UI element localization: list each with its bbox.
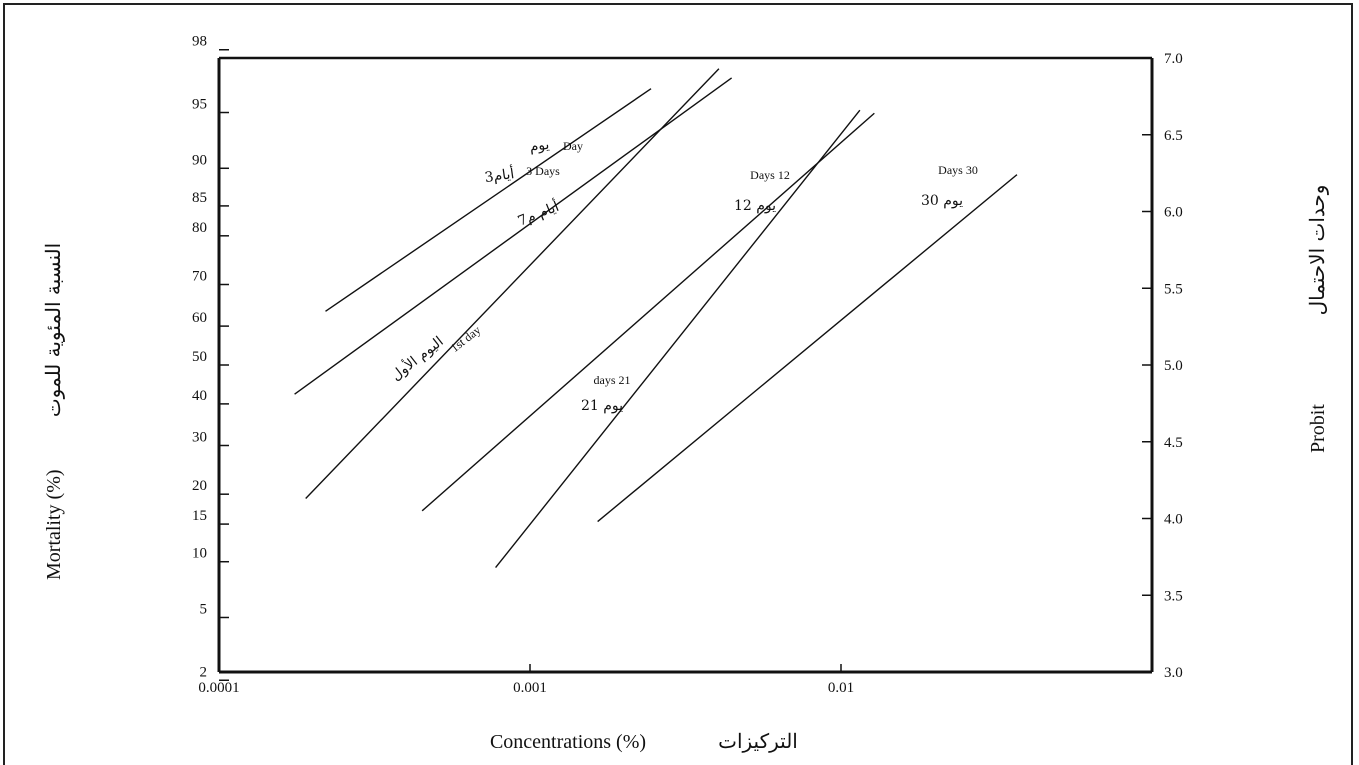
- series-label-en: Days 12: [750, 168, 790, 182]
- figure-frame: [3, 3, 1353, 765]
- y-right-tick-label: 7.0: [1164, 51, 1183, 67]
- y-right-tick-label: 5.0: [1164, 358, 1183, 374]
- x-axis-title-en: Concentrations (%): [490, 731, 646, 753]
- series-label-en: 1st day: [448, 323, 484, 355]
- series-line-0: [305, 68, 720, 500]
- y-left-tick-label: 2: [200, 664, 208, 680]
- series-label-ar: 30 يوم: [921, 193, 963, 209]
- y-left-tick-label: 80: [192, 220, 207, 236]
- y-right-tick-label: 5.5: [1164, 281, 1183, 297]
- y-left-tick-label: 10: [192, 546, 207, 562]
- y-left-tick-label: 40: [192, 388, 207, 404]
- y-right-tick-label: 4.5: [1164, 435, 1183, 451]
- y-right-tick-label: 3.5: [1164, 588, 1183, 604]
- x-tick-label: 0.0001: [198, 680, 239, 696]
- y-left-tick-label: 15: [192, 508, 207, 524]
- series-label-en: 3 Days: [526, 164, 560, 178]
- y-left-tick-label: 30: [192, 429, 207, 445]
- series-label-ar: يوم: [529, 137, 551, 156]
- y-left-axis-title-en: Mortality (%): [43, 469, 65, 580]
- y-left-axis-title-ar: النسبة المئوية للموت: [41, 243, 65, 417]
- y-left-tick-label: 50: [192, 349, 207, 365]
- series-line-4: [421, 112, 875, 512]
- y-right-tick-label: 3.0: [1164, 665, 1183, 681]
- series-label-ar: اليوم الأول: [387, 332, 447, 384]
- y-left-tick-label: 70: [192, 269, 207, 285]
- series-line-1: [325, 88, 652, 312]
- series-label-ar: 21 يوم: [581, 398, 623, 414]
- series-lines: [294, 68, 1018, 569]
- series-label-en: Days 30: [938, 163, 978, 177]
- series-label-en: days 21: [594, 373, 631, 387]
- y-left-tick-label: 95: [192, 97, 207, 113]
- x-axis-title-ar: التركيزات: [718, 729, 798, 753]
- series-line-6: [597, 174, 1018, 523]
- series-line-5: [495, 109, 861, 569]
- y-right-axis-title-en: Probit: [1307, 404, 1329, 453]
- y-left-tick-label: 5: [200, 601, 208, 617]
- y-left-tick-label: 85: [192, 190, 207, 206]
- y-left-tick-label: 20: [192, 478, 207, 494]
- y-left-tick-label: 98: [192, 34, 207, 50]
- x-tick-label: 0.01: [828, 680, 854, 696]
- y-right-tick-label: 4.0: [1164, 512, 1183, 528]
- y-right-tick-label: 6.0: [1164, 205, 1183, 221]
- y-left-tick-label: 90: [192, 152, 207, 168]
- y-right-tick-label: 6.5: [1164, 128, 1183, 144]
- series-label-en: Day: [563, 139, 583, 153]
- ticks: 0.0001 0.001 0.01 98 95 90 85 80 70 60 50 40 30 20 15 1…: [192, 34, 1183, 696]
- series-label-ar: 7أيام م: [515, 196, 562, 230]
- axes: [217, 56, 1154, 674]
- series-label-ar: 12 يوم: [734, 198, 776, 214]
- y-left-tick-label: 60: [192, 310, 207, 326]
- series-line-2: [294, 77, 733, 395]
- y-right-axis-title-ar: وحدات الاحتمال: [1305, 185, 1329, 316]
- series-label-ar: 3أيام: [483, 163, 515, 186]
- x-tick-label: 0.001: [513, 680, 547, 696]
